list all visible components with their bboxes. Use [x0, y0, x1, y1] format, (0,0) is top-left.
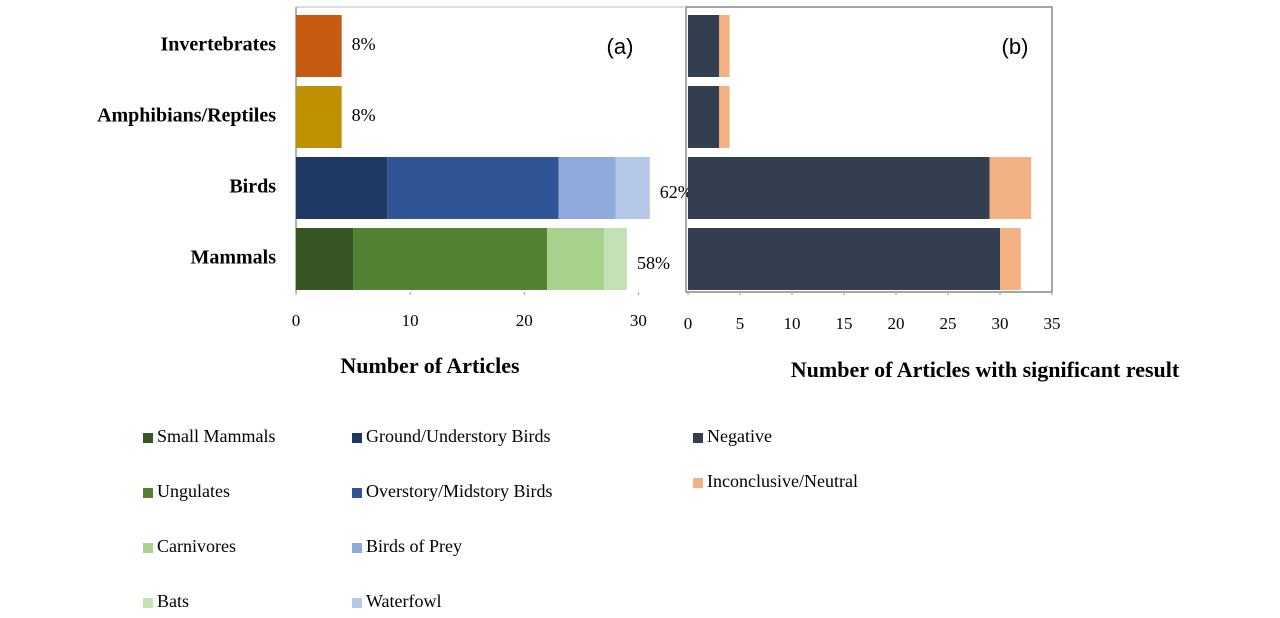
category-label: Birds [229, 176, 276, 198]
bar-segment [688, 157, 990, 219]
legend-swatch [143, 488, 153, 498]
x-tick-label: 10 [402, 311, 419, 330]
legend-label: Negative [707, 426, 772, 446]
legend-label: Carnivores [157, 536, 236, 556]
bar-segment [547, 228, 605, 290]
x-tick-label: 0 [292, 311, 301, 330]
bar-segment [688, 228, 1000, 290]
bar-segment [989, 157, 1032, 219]
bar-segment [688, 86, 720, 148]
x-axis-label: Number of Articles with significant resu… [791, 357, 1180, 382]
value-label: 58% [637, 253, 670, 273]
legend-swatch [352, 488, 362, 498]
x-tick-label: 30 [630, 311, 647, 330]
x-tick-label: 10 [784, 314, 801, 333]
value-label: 8% [352, 105, 376, 125]
x-tick-label: 0 [684, 314, 693, 333]
x-tick-label: 20 [888, 314, 905, 333]
x-tick-label: 15 [836, 314, 853, 333]
x-tick-label: 5 [736, 314, 745, 333]
legend-label: Ungulates [157, 481, 230, 501]
legend-swatch [143, 543, 153, 553]
legend-swatch [352, 433, 362, 443]
bar-segment [604, 228, 627, 290]
legend-label: Overstory/Midstory Birds [366, 481, 553, 501]
legend-swatch [352, 598, 362, 608]
bar-segment [353, 228, 548, 290]
legend-label: Inconclusive/Neutral [707, 471, 858, 491]
bar-segment [296, 15, 342, 77]
category-label: Mammals [190, 247, 276, 269]
bar-segment [719, 15, 730, 77]
bar-segment [387, 157, 559, 219]
panel-frame [685, 6, 1053, 293]
x-axis-label: Number of Articles [340, 353, 520, 378]
category-label: Amphibians/Reptiles [97, 105, 276, 127]
panel-label: (a) [607, 34, 634, 59]
bar-segment [615, 157, 650, 219]
legend-label: Bats [157, 591, 189, 611]
legend-label: Ground/Understory Birds [366, 426, 550, 446]
value-label: 8% [352, 34, 376, 54]
bar-segment [1000, 228, 1021, 290]
bar-segment [558, 157, 616, 219]
x-tick-label: 35 [1044, 314, 1061, 333]
x-tick-label: 30 [992, 314, 1009, 333]
x-tick-label: 25 [940, 314, 957, 333]
legend-swatch [352, 543, 362, 553]
bar-segment [296, 86, 342, 148]
panel-label: (b) [1002, 34, 1029, 59]
legend-label: Birds of Prey [366, 536, 462, 556]
legend-swatch [143, 598, 153, 608]
bar-segment [719, 86, 730, 148]
legend-swatch [693, 478, 703, 488]
legend-label: Small Mammals [157, 426, 276, 446]
x-tick-label: 20 [516, 311, 533, 330]
value-label: 62% [660, 182, 693, 202]
bar-segment [296, 157, 388, 219]
legend-swatch [693, 433, 703, 443]
bar-segment [296, 228, 354, 290]
bar-segment [688, 15, 720, 77]
legend-swatch [143, 433, 153, 443]
legend-label: Waterfowl [366, 591, 442, 611]
category-label: Invertebrates [160, 34, 276, 56]
